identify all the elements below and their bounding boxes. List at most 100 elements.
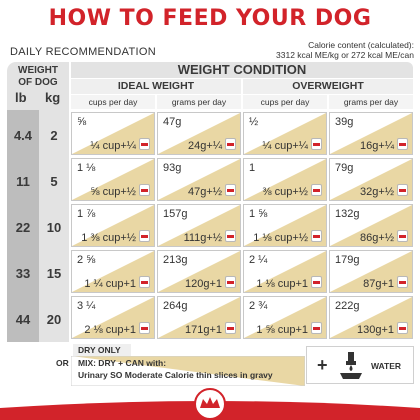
mix-line-2: Urinary SO Moderate Calorie thin slices … <box>78 370 273 380</box>
mix-amount: 86g+½ <box>360 232 394 244</box>
mix-amount: 16g+¼ <box>360 140 394 152</box>
dry-only-amount: ½ <box>249 116 259 128</box>
dry-only-label: DRY ONLY <box>78 345 121 355</box>
mix-shading <box>158 297 240 338</box>
feeding-cell: 1 ⅛ ⅝ cup+½ <box>71 158 155 201</box>
mix-shading <box>158 251 240 292</box>
ideal-weight-header: IDEAL WEIGHT <box>71 79 241 94</box>
mix-amount: 2 ⅛ cup+1 <box>84 324 136 336</box>
mix-amount: 24g+¼ <box>188 140 222 152</box>
mix-shading <box>244 297 326 338</box>
weight-lb-value: 11 <box>16 174 30 189</box>
can-icon <box>225 276 236 288</box>
sub-header-over-grams: grams per day <box>329 95 413 109</box>
dry-only-amount: 2 ¼ <box>249 254 268 266</box>
mix-band <box>71 356 305 386</box>
mix-shading <box>244 251 326 292</box>
mix-amount: 1 ¼ cup+1 <box>84 278 136 290</box>
feeding-cell: 1 ⅜ cup+½ <box>243 158 327 201</box>
mix-amount: 87g+1 <box>363 278 394 290</box>
mix-amount: 111g+½ <box>183 232 222 244</box>
dry-only-amount: 222g <box>335 300 360 312</box>
mix-amount: 1 ⅛ cup+½ <box>253 232 308 244</box>
feeding-cell: 264g 171g+1 <box>157 296 241 339</box>
dry-only-amount: 93g <box>163 162 182 174</box>
calorie-line-1: Calorie content (calculated): <box>308 40 414 50</box>
dry-only-amount: 3 ¼ <box>77 300 96 312</box>
calorie-content: Calorie content (calculated): 3312 kcal … <box>276 40 414 60</box>
royal-canin-logo <box>0 388 420 420</box>
lb-column <box>7 110 39 342</box>
dry-only-amount: 2 ¾ <box>249 300 268 312</box>
mix-amount: 47g+½ <box>188 186 222 198</box>
dry-only-amount: 132g <box>335 208 360 220</box>
page-title: HOW TO FEED YOUR DOG <box>48 6 372 31</box>
dry-only-amount: 1 ⅞ <box>77 208 96 220</box>
mix-amount: 32g+½ <box>360 186 394 198</box>
mix-amount: 1 ⅜ cup+½ <box>81 232 136 244</box>
dry-only-amount: ⅝ <box>77 116 87 128</box>
mix-shading <box>72 205 154 246</box>
mix-amount: ⅝ cup+½ <box>90 186 136 198</box>
feeding-cell: 2 ¾ 1 ⅝ cup+1 <box>243 296 327 339</box>
plus-sign: + <box>317 355 328 375</box>
mix-amount: 1 ⅛ cup+1 <box>256 278 308 290</box>
feeding-cell: 179g 87g+1 <box>329 250 413 293</box>
weight-kg-value: 5 <box>50 174 58 189</box>
dry-only-amount: 179g <box>335 254 360 266</box>
can-icon <box>139 276 150 288</box>
can-icon <box>311 184 322 196</box>
mix-shading <box>158 205 240 246</box>
mix-shading <box>244 159 326 200</box>
sub-header-over-cups: cups per day <box>243 95 327 109</box>
mix-amount: 1 ⅝ cup+1 <box>256 324 308 336</box>
mix-shading <box>72 297 154 338</box>
dry-only-amount: 47g <box>163 116 182 128</box>
lb-unit-header: lb <box>15 90 27 105</box>
mix-amount: 171g+1 <box>184 324 222 336</box>
water-bowl-icon <box>340 352 362 379</box>
dry-only-amount: 2 ⅝ <box>77 254 96 266</box>
mix-shading <box>330 113 412 154</box>
can-icon <box>397 184 408 196</box>
dry-only-amount: 1 ⅝ <box>249 208 268 220</box>
feeding-cell: 79g 32g+½ <box>329 158 413 201</box>
can-icon <box>225 230 236 242</box>
mix-amount: 120g+1 <box>184 278 222 290</box>
can-icon <box>397 138 408 150</box>
mix-shading <box>72 251 154 292</box>
mix-shading <box>158 159 240 200</box>
mix-amount: 130g+1 <box>356 324 394 336</box>
feeding-cell: 1 ⅝ 1 ⅛ cup+½ <box>243 204 327 247</box>
mix-amount: ¼ cup+¼ <box>90 140 136 152</box>
dry-only-amount: 264g <box>163 300 188 312</box>
can-icon <box>225 138 236 150</box>
mix-shading <box>158 113 240 154</box>
feeding-cell: 39g 16g+¼ <box>329 112 413 155</box>
overweight-header: OVERWEIGHT <box>243 79 413 94</box>
feeding-cell: 213g 120g+1 <box>157 250 241 293</box>
dry-only-amount: 39g <box>335 116 354 128</box>
can-icon <box>139 138 150 150</box>
or-label: OR <box>56 358 69 368</box>
mix-amount: ¼ cup+¼ <box>262 140 308 152</box>
can-icon <box>311 230 322 242</box>
weight-header-line-1: WEIGHT <box>18 65 58 76</box>
water-box: + WATER <box>306 346 414 384</box>
feeding-cell: 132g 86g+½ <box>329 204 413 247</box>
can-icon <box>225 322 236 334</box>
can-icon <box>139 230 150 242</box>
weight-lb-value: 4.4 <box>13 128 33 143</box>
weight-lb-value: 44 <box>15 312 31 327</box>
can-icon <box>139 184 150 196</box>
dry-only-amount: 1 <box>249 162 256 174</box>
feeding-cell: 3 ¼ 2 ⅛ cup+1 <box>71 296 155 339</box>
mix-shading <box>330 297 412 338</box>
can-icon <box>311 276 322 288</box>
dry-only-amount: 157g <box>163 208 188 220</box>
weight-kg-value: 2 <box>50 128 58 143</box>
feeding-cell: 222g 130g+1 <box>329 296 413 339</box>
sub-header-ideal-grams: grams per day <box>157 95 241 109</box>
